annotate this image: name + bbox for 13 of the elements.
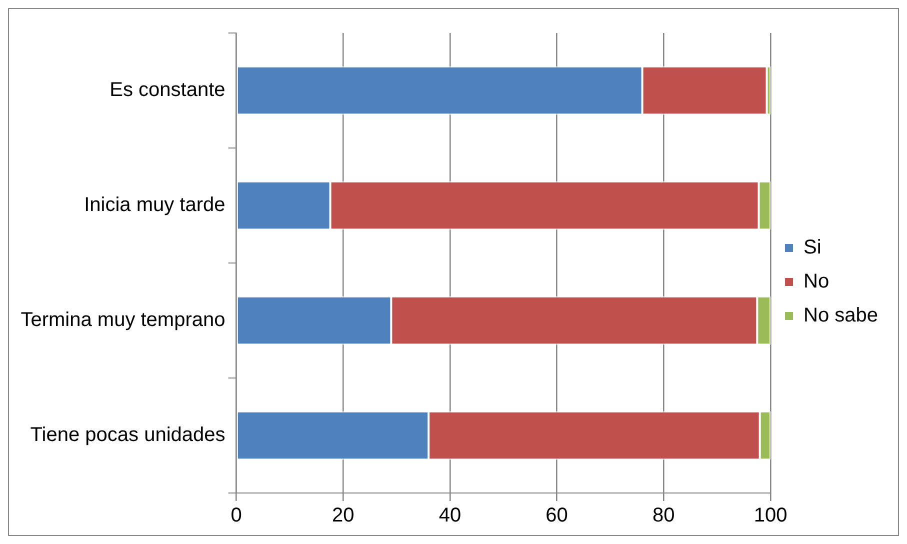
y-tick-label: Inicia muy tarde: [84, 194, 226, 216]
y-tick-label: Es constante: [110, 79, 226, 102]
x-tick-label: 20: [332, 504, 354, 527]
legend-label: No sabe: [804, 304, 878, 327]
x-tick-label: 100: [754, 504, 788, 527]
x-tick-label: 80: [652, 504, 675, 527]
x-tick-label: 60: [546, 504, 568, 527]
y-tick-label: Tiene pocas unidades: [30, 424, 226, 446]
x-tick-label: 0: [230, 504, 242, 527]
legend-label: Si: [804, 236, 822, 259]
y-tick-label: Termina muy temprano: [20, 309, 226, 332]
legend-label: No: [804, 270, 830, 293]
x-tick-label: 40: [438, 504, 462, 527]
